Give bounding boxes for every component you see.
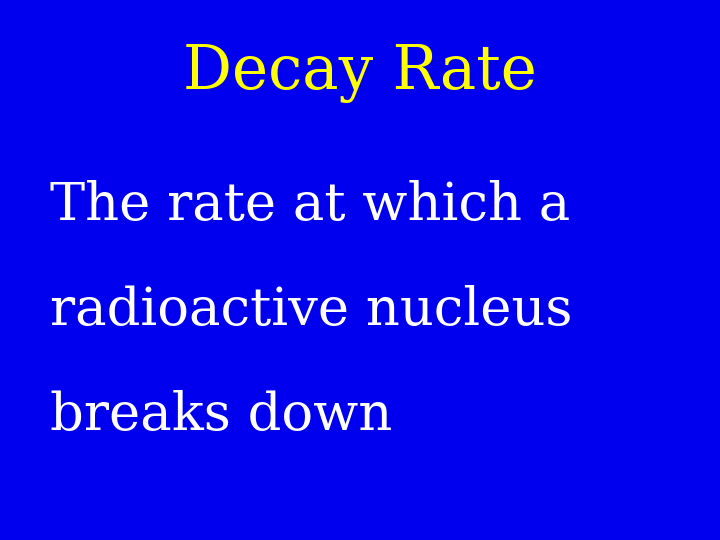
- Text: Decay Rate: Decay Rate: [183, 43, 537, 103]
- Text: breaks down: breaks down: [50, 390, 393, 441]
- Text: The rate at which a: The rate at which a: [50, 180, 571, 231]
- Text: radioactive nucleus: radioactive nucleus: [50, 285, 573, 336]
